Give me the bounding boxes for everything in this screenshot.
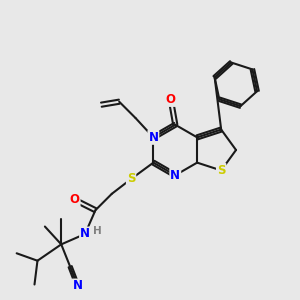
Text: N: N <box>80 227 90 241</box>
Text: S: S <box>217 164 225 177</box>
Text: N: N <box>73 280 82 292</box>
Text: S: S <box>127 172 135 185</box>
Text: H: H <box>93 226 102 236</box>
Text: N: N <box>170 169 180 182</box>
Text: O: O <box>70 193 80 206</box>
Text: O: O <box>166 93 176 106</box>
Text: N: N <box>148 131 158 144</box>
